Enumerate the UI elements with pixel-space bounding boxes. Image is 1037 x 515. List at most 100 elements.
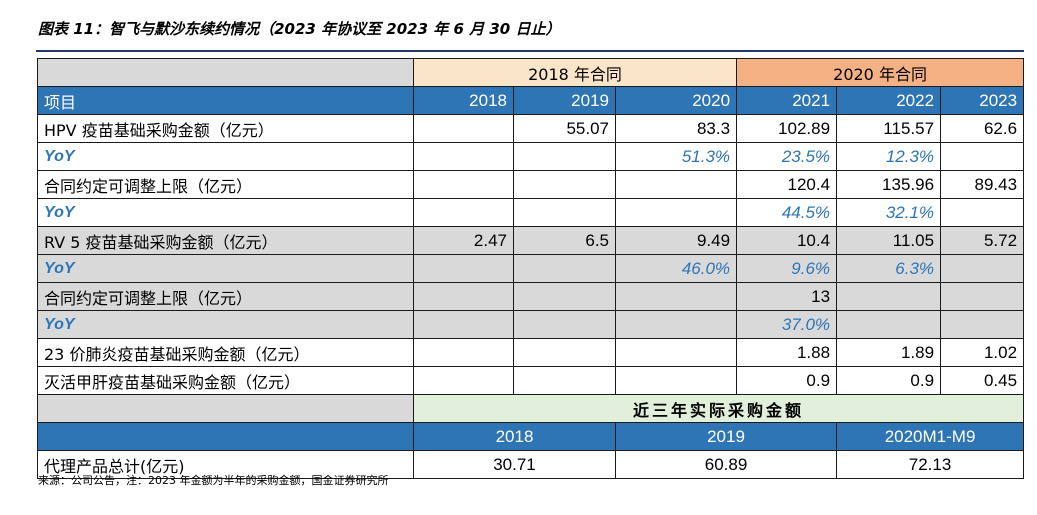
cell-value: 1.88 bbox=[736, 338, 838, 367]
year-header: 2021 bbox=[736, 86, 838, 115]
table-row: YoY 51.3% 23.5% 12.3% bbox=[37, 142, 1025, 171]
cell-value: 51.3% bbox=[614, 142, 738, 171]
blank-cell bbox=[37, 422, 414, 451]
cell-value bbox=[413, 254, 514, 283]
cell-value: 30.71 bbox=[413, 450, 616, 479]
cell-value: 0.9 bbox=[836, 366, 942, 395]
cell-value bbox=[614, 282, 738, 311]
row-label: YoY bbox=[37, 310, 414, 339]
row-label: 代理产品总计(亿元) bbox=[37, 450, 414, 479]
cell-value bbox=[413, 142, 514, 171]
title-divider bbox=[36, 50, 1024, 52]
group-2020-contract: 2020 年合同 bbox=[736, 58, 1025, 87]
table-row: 23 价肺炎疫苗基础采购金额（亿元） 1.88 1.89 1.02 bbox=[37, 338, 1025, 367]
year-header: 2018 bbox=[413, 86, 514, 115]
cell-value: 5.72 bbox=[940, 226, 1025, 255]
year-header: 2019 bbox=[513, 86, 616, 115]
period-header: 2020M1-M9 bbox=[836, 422, 1025, 451]
actual-heading-row: 近三年实际采购金额 bbox=[37, 394, 1025, 423]
group-2018-contract: 2018 年合同 bbox=[412, 58, 738, 87]
row-label: 合同约定可调整上限（亿元） bbox=[37, 170, 414, 199]
cell-value bbox=[836, 282, 942, 311]
cell-value: 135.96 bbox=[836, 170, 942, 199]
table-row: YoY 46.0% 9.6% 6.3% bbox=[37, 254, 1025, 283]
cell-value: 37.0% bbox=[736, 310, 838, 339]
cell-value bbox=[513, 366, 616, 395]
period-header: 2019 bbox=[614, 422, 838, 451]
cell-value: 62.6 bbox=[940, 114, 1025, 143]
contract-table: 2018 年合同 2020 年合同 项目 2018 2019 2020 2021… bbox=[37, 58, 1025, 479]
cell-value: 115.57 bbox=[836, 114, 942, 143]
row-label: YoY bbox=[37, 198, 414, 227]
row-label: 灭活甲肝疫苗基础采购金额（亿元） bbox=[37, 366, 414, 395]
cell-value bbox=[940, 198, 1025, 227]
cell-value: 9.6% bbox=[736, 254, 838, 283]
cell-value: 12.3% bbox=[836, 142, 942, 171]
cell-value: 9.49 bbox=[614, 226, 738, 255]
cell-value bbox=[513, 282, 616, 311]
item-header: 项目 bbox=[37, 86, 414, 115]
cell-value bbox=[940, 310, 1025, 339]
cell-value: 89.43 bbox=[940, 170, 1025, 199]
cell-value bbox=[513, 170, 616, 199]
cell-value: 72.13 bbox=[836, 450, 1025, 479]
cell-value: 11.05 bbox=[836, 226, 942, 255]
year-header-row: 项目 2018 2019 2020 2021 2022 2023 bbox=[37, 86, 1025, 115]
cell-value bbox=[413, 282, 514, 311]
cell-value: 6.3% bbox=[836, 254, 942, 283]
cell-value: 2.47 bbox=[413, 226, 514, 255]
blank-cell bbox=[37, 394, 414, 423]
cell-value bbox=[413, 310, 514, 339]
cell-value: 0.9 bbox=[736, 366, 838, 395]
cell-value: 0.45 bbox=[940, 366, 1025, 395]
cell-value bbox=[413, 170, 514, 199]
cell-value: 44.5% bbox=[736, 198, 838, 227]
table-row: YoY 44.5% 32.1% bbox=[37, 198, 1025, 227]
cell-value: 6.5 bbox=[513, 226, 616, 255]
cell-value bbox=[614, 170, 738, 199]
row-label: 合同约定可调整上限（亿元） bbox=[37, 282, 414, 311]
table-row: RV 5 疫苗基础采购金额（亿元） 2.47 6.5 9.49 10.4 11.… bbox=[37, 226, 1025, 255]
figure-title: 图表 11：智飞与默沙东续约情况（2023 年协议至 2023 年 6 月 30… bbox=[38, 20, 561, 38]
actual-period-row: 2018 2019 2020M1-M9 bbox=[37, 422, 1025, 451]
cell-value bbox=[940, 282, 1025, 311]
cell-value bbox=[836, 310, 942, 339]
cell-value bbox=[614, 338, 738, 367]
table-row: 合同约定可调整上限（亿元） 13 bbox=[37, 282, 1025, 311]
cell-value: 32.1% bbox=[836, 198, 942, 227]
cell-value: 23.5% bbox=[736, 142, 838, 171]
table-row: HPV 疫苗基础采购金额（亿元） 55.07 83.3 102.89 115.5… bbox=[37, 114, 1025, 143]
cell-value bbox=[413, 366, 514, 395]
cell-value: 10.4 bbox=[736, 226, 838, 255]
cell-value: 1.02 bbox=[940, 338, 1025, 367]
cell-value bbox=[513, 254, 616, 283]
table-row: 灭活甲肝疫苗基础采购金额（亿元） 0.9 0.9 0.45 bbox=[37, 366, 1025, 395]
year-header: 2020 bbox=[614, 86, 738, 115]
cell-value: 55.07 bbox=[513, 114, 616, 143]
row-label: 23 价肺炎疫苗基础采购金额（亿元） bbox=[37, 338, 414, 367]
cell-value bbox=[413, 198, 514, 227]
cell-value: 83.3 bbox=[614, 114, 738, 143]
cell-value bbox=[413, 114, 514, 143]
cell-value bbox=[940, 254, 1025, 283]
period-header: 2018 bbox=[413, 422, 616, 451]
cell-value: 46.0% bbox=[614, 254, 738, 283]
year-header: 2022 bbox=[836, 86, 942, 115]
year-header: 2023 bbox=[940, 86, 1025, 115]
table-row: 合同约定可调整上限（亿元） 120.4 135.96 89.43 bbox=[37, 170, 1025, 199]
cell-value: 13 bbox=[736, 282, 838, 311]
cell-value: 60.89 bbox=[614, 450, 838, 479]
cell-value bbox=[614, 198, 738, 227]
group-header-row: 2018 年合同 2020 年合同 bbox=[37, 58, 1025, 87]
cell-value bbox=[940, 142, 1025, 171]
cell-value bbox=[513, 142, 616, 171]
cell-value bbox=[513, 198, 616, 227]
cell-value bbox=[614, 366, 738, 395]
actual-value-row: 代理产品总计(亿元) 30.71 60.89 72.13 bbox=[37, 450, 1025, 479]
cell-value bbox=[614, 310, 738, 339]
row-label: HPV 疫苗基础采购金额（亿元） bbox=[37, 114, 414, 143]
cell-value bbox=[513, 310, 616, 339]
cell-value: 102.89 bbox=[736, 114, 838, 143]
actual-purchase-heading: 近三年实际采购金额 bbox=[412, 394, 1025, 423]
cell-value bbox=[513, 338, 616, 367]
